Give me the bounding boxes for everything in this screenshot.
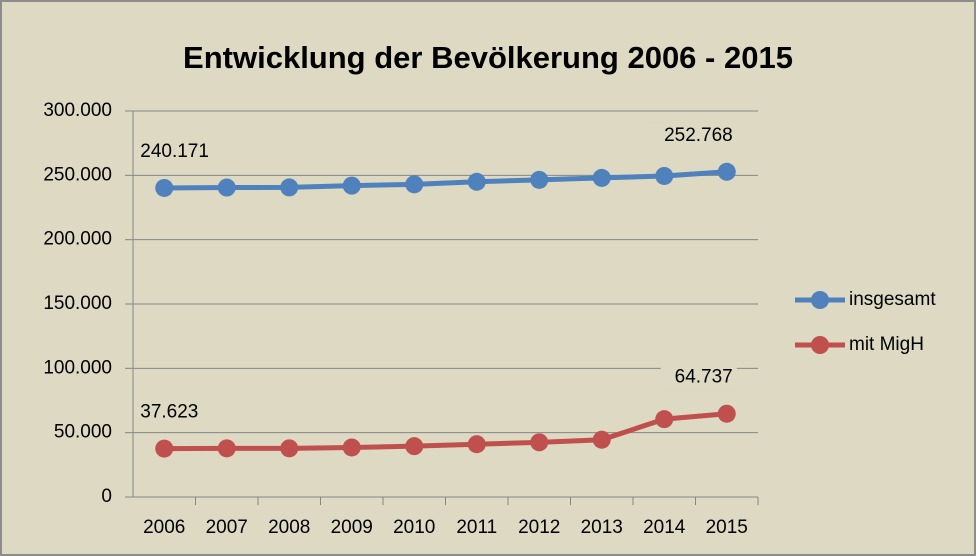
data-point <box>530 433 549 452</box>
data-point <box>405 175 424 194</box>
data-point <box>155 178 174 197</box>
data-point <box>280 178 299 197</box>
value-label: 240.171 <box>140 141 209 162</box>
y-tick-label: 150.000 <box>43 293 112 314</box>
data-point <box>155 439 174 458</box>
series-line <box>164 411 727 452</box>
data-point <box>717 162 736 181</box>
value-label-background <box>649 122 737 149</box>
x-tick-label: 2014 <box>643 517 686 538</box>
data-point <box>655 166 674 185</box>
series-line <box>164 169 727 191</box>
value-label: 37.623 <box>140 402 198 423</box>
data-point <box>217 178 236 197</box>
value-label: 252.768 <box>664 125 733 146</box>
x-tick-label: 2011 <box>456 517 497 538</box>
data-point <box>592 430 611 449</box>
x-tick-label: 2009 <box>331 517 373 538</box>
y-tick-label: 100.000 <box>43 357 112 378</box>
x-tick-label: 2006 <box>143 517 185 538</box>
value-label-background <box>136 138 224 165</box>
data-point <box>467 172 486 191</box>
data-point <box>655 410 674 429</box>
value-label: 64.737 <box>675 367 733 388</box>
legend-label: insgesamt <box>849 289 936 310</box>
data-point <box>530 170 549 189</box>
legend-label: mit MigH <box>849 334 924 355</box>
y-tick-label: 250.000 <box>43 164 112 185</box>
chart-title: Entwicklung der Bevölkerung 2006 - 2015 <box>183 40 793 75</box>
legend-marker <box>811 336 829 354</box>
y-tick-label: 200.000 <box>43 229 112 250</box>
data-point <box>342 176 361 195</box>
x-tick-label: 2007 <box>206 517 248 538</box>
value-label-background <box>660 364 737 391</box>
y-tick-label: 0 <box>101 486 112 507</box>
data-point <box>467 435 486 454</box>
data-point <box>280 439 299 458</box>
x-tick-label: 2010 <box>393 517 435 538</box>
data-point <box>217 439 236 458</box>
data-point <box>592 168 611 187</box>
x-tick-label: 2012 <box>518 517 560 538</box>
data-point <box>342 438 361 457</box>
y-tick-label: 50.000 <box>54 422 112 443</box>
legend-marker <box>811 291 829 309</box>
y-tick-label: 300.000 <box>43 100 112 121</box>
x-tick-label: 2015 <box>706 517 748 538</box>
x-tick-label: 2013 <box>581 517 623 538</box>
x-tick-label: 2008 <box>268 517 310 538</box>
data-point <box>405 437 424 456</box>
value-label-background <box>136 399 213 426</box>
data-point <box>717 404 736 423</box>
